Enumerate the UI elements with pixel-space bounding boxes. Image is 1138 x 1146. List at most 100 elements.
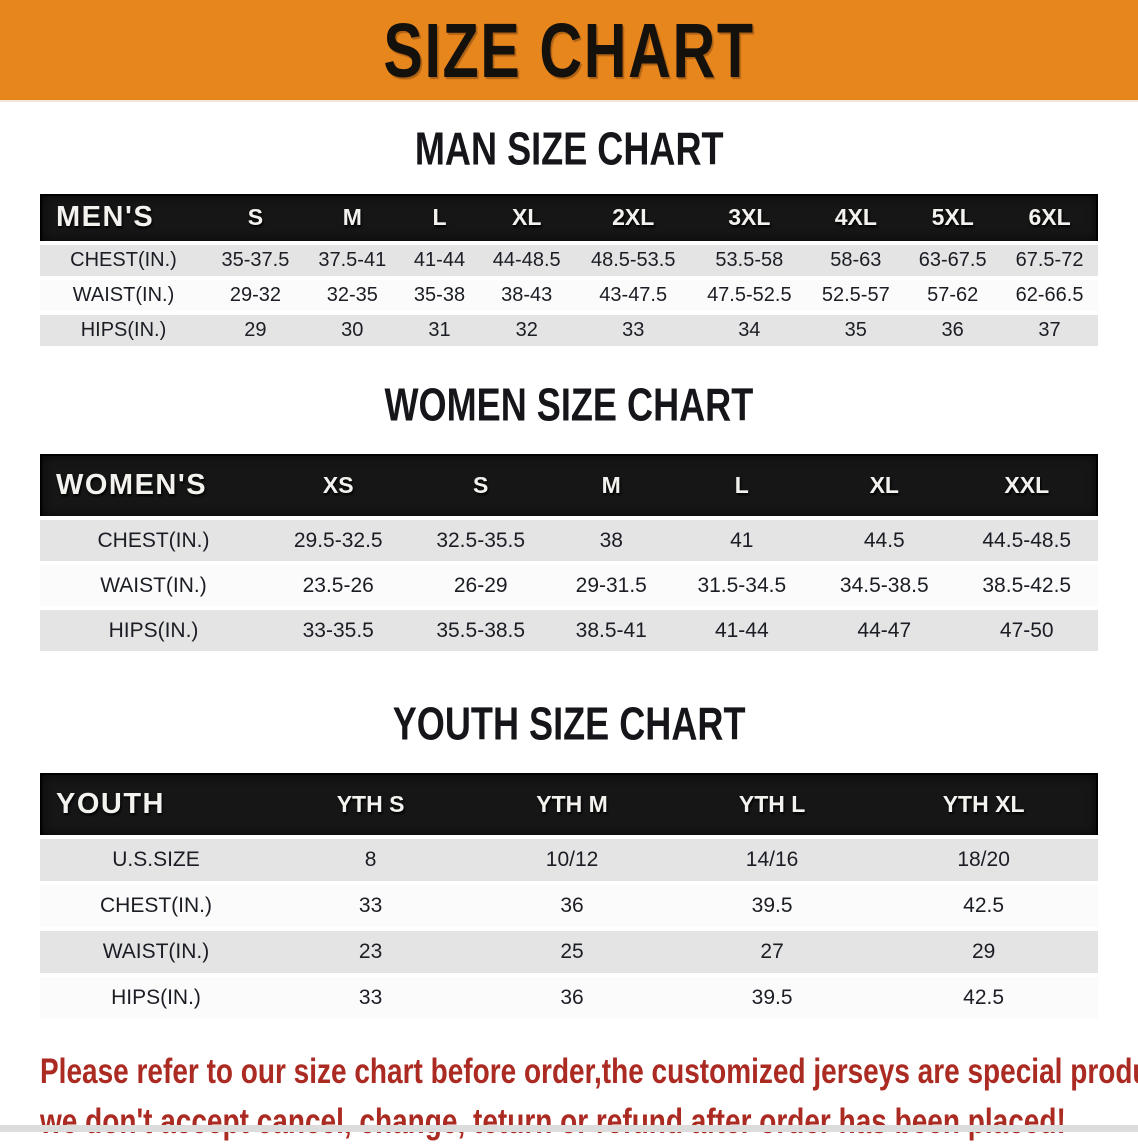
size-column-header: L [670, 454, 814, 520]
row-label: HIPS(IN.) [40, 608, 267, 655]
measurement-cell: 39.5 [674, 975, 870, 1023]
measurement-cell: 31 [400, 313, 479, 350]
size-column-header: YTH M [469, 773, 675, 839]
measurement-cell: 37.5-41 [303, 243, 401, 280]
measurement-cell: 35 [807, 313, 905, 350]
measurement-cell: 18/20 [869, 837, 1098, 885]
measurement-cell: 42.5 [869, 975, 1098, 1023]
size-table: MEN'S S M L XL 2XL 3XL 4XL 5XL 6XL CHEST(IN.) 35-… [40, 194, 1098, 350]
size-column-header: L [400, 194, 479, 245]
note-line-1: Please refer to our size chart before or… [40, 1052, 1138, 1091]
measurement-cell: 34 [691, 313, 808, 350]
size-column-header: S [207, 194, 304, 245]
table-header-row: MEN'S S M L XL 2XL 3XL 4XL 5XL 6XL [40, 194, 1098, 245]
measurement-cell: 52.5-57 [807, 278, 905, 315]
measurement-cell: 44.5 [813, 518, 956, 565]
measurement-cell: 38-43 [478, 278, 576, 315]
size-table: YOUTH YTH S YTH M YTH L YTH XL U.S.SIZE 8 10/… [40, 773, 1098, 1023]
page-title: SIZE CHART [383, 6, 755, 94]
measurement-cell: 33 [272, 975, 470, 1023]
measurement-cell: 41-44 [670, 608, 814, 655]
table-body: U.S.SIZE 8 10/12 14/16 18/20 CHEST(IN.) 33 36 39… [40, 837, 1098, 1023]
size-column-header: 3XL [691, 194, 808, 245]
row-label: CHEST(IN.) [40, 518, 267, 565]
measurement-cell: 29-31.5 [551, 563, 671, 610]
measurement-cell: 31.5-34.5 [670, 563, 814, 610]
measurement-cell: 44.5-48.5 [955, 518, 1098, 565]
measurement-cell: 32.5-35.5 [409, 518, 552, 565]
measurement-cell: 35-37.5 [207, 243, 304, 280]
size-chart-section: WOMEN SIZE CHART WOMEN'S XS S M L XL XXL CHES… [0, 379, 1138, 655]
measurement-cell: 27 [674, 929, 870, 977]
measurement-cell: 53.5-58 [691, 243, 808, 280]
row-label: U.S.SIZE [40, 837, 272, 885]
table-row: HIPS(IN.) 29 30 31 32 33 34 35 36 37 [40, 313, 1098, 350]
measurement-cell: 23.5-26 [267, 563, 410, 610]
table-header-row: WOMEN'S XS S M L XL XXL [40, 454, 1098, 520]
table-row: CHEST(IN.) 33 36 39.5 42.5 [40, 883, 1098, 931]
table-row: WAIST(IN.) 23 25 27 29 [40, 929, 1098, 977]
table-row: WAIST(IN.) 29-32 32-35 35-38 38-43 43-47.5 47.… [40, 278, 1098, 315]
measurement-cell: 47-50 [955, 608, 1098, 655]
size-chart-sections: MAN SIZE CHART MEN'S S M L XL 2XL 3XL 4XL 5XL 6X… [0, 123, 1138, 1023]
size-column-header: M [551, 454, 671, 520]
section-heading: WOMEN SIZE CHART [0, 379, 1138, 432]
section-heading-text: MAN SIZE CHART [414, 123, 724, 176]
table-row: U.S.SIZE 8 10/12 14/16 18/20 [40, 837, 1098, 885]
measurement-cell: 38 [551, 518, 671, 565]
table-row: CHEST(IN.) 29.5-32.5 32.5-35.5 38 41 44.5 44.5… [40, 518, 1098, 565]
table-row: WAIST(IN.) 23.5-26 26-29 29-31.5 31.5-34.5 34… [40, 563, 1098, 610]
measurement-cell: 43-47.5 [575, 278, 692, 315]
measurement-cell: 26-29 [409, 563, 552, 610]
size-chart-banner: SIZE CHART [0, 0, 1138, 102]
measurement-cell: 57-62 [904, 278, 1002, 315]
size-column-header: 4XL [807, 194, 905, 245]
size-column-header: XL [813, 454, 956, 520]
measurement-cell: 35.5-38.5 [409, 608, 552, 655]
size-column-header: 2XL [575, 194, 692, 245]
size-column-header: S [409, 454, 552, 520]
size-column-header: 6XL [1001, 194, 1098, 245]
section-heading-text: WOMEN SIZE CHART [384, 379, 754, 432]
measurement-cell: 29-32 [207, 278, 304, 315]
measurement-cell: 36 [469, 975, 675, 1023]
row-label: WAIST(IN.) [40, 563, 267, 610]
row-label: CHEST(IN.) [40, 243, 207, 280]
corner-label: WOMEN'S [40, 454, 267, 520]
measurement-cell: 42.5 [869, 883, 1098, 931]
measurement-cell: 32 [478, 313, 576, 350]
size-chart-section: YOUTH SIZE CHART YOUTH YTH S YTH M YTH L YT… [0, 701, 1138, 1023]
bottom-edge-strip [0, 1125, 1138, 1132]
order-policy-note: Please refer to our size chart before or… [40, 1047, 1138, 1146]
measurement-cell: 62-66.5 [1001, 278, 1098, 315]
table-body: CHEST(IN.) 35-37.5 37.5-41 41-44 44-48.5 48.5… [40, 243, 1098, 350]
table-header-row: YOUTH YTH S YTH M YTH L YTH XL [40, 773, 1098, 839]
corner-label: MEN'S [40, 194, 207, 245]
size-column-header: YTH S [272, 773, 470, 839]
size-table: WOMEN'S XS S M L XL XXL CHEST(IN.) 29.5-32.5 32… [40, 454, 1098, 655]
measurement-cell: 41 [670, 518, 814, 565]
row-label: CHEST(IN.) [40, 883, 272, 931]
table-body: CHEST(IN.) 29.5-32.5 32.5-35.5 38 41 44.5 44.5… [40, 518, 1098, 655]
row-label: HIPS(IN.) [40, 975, 272, 1023]
size-column-header: XS [267, 454, 410, 520]
measurement-cell: 29.5-32.5 [267, 518, 410, 565]
measurement-cell: 29 [869, 929, 1098, 977]
measurement-cell: 36 [469, 883, 675, 931]
measurement-cell: 37 [1001, 313, 1098, 350]
measurement-cell: 67.5-72 [1001, 243, 1098, 280]
measurement-cell: 33 [272, 883, 470, 931]
measurement-cell: 38.5-41 [551, 608, 671, 655]
corner-label: YOUTH [40, 773, 272, 839]
measurement-cell: 32-35 [303, 278, 401, 315]
measurement-cell: 44-48.5 [478, 243, 576, 280]
measurement-cell: 44-47 [813, 608, 956, 655]
measurement-cell: 25 [469, 929, 675, 977]
row-label: WAIST(IN.) [40, 278, 207, 315]
measurement-cell: 29 [207, 313, 304, 350]
measurement-cell: 36 [904, 313, 1002, 350]
table-row: HIPS(IN.) 33-35.5 35.5-38.5 38.5-41 41-44 44-… [40, 608, 1098, 655]
size-column-header: YTH L [674, 773, 870, 839]
measurement-cell: 33-35.5 [267, 608, 410, 655]
measurement-cell: 14/16 [674, 837, 870, 885]
